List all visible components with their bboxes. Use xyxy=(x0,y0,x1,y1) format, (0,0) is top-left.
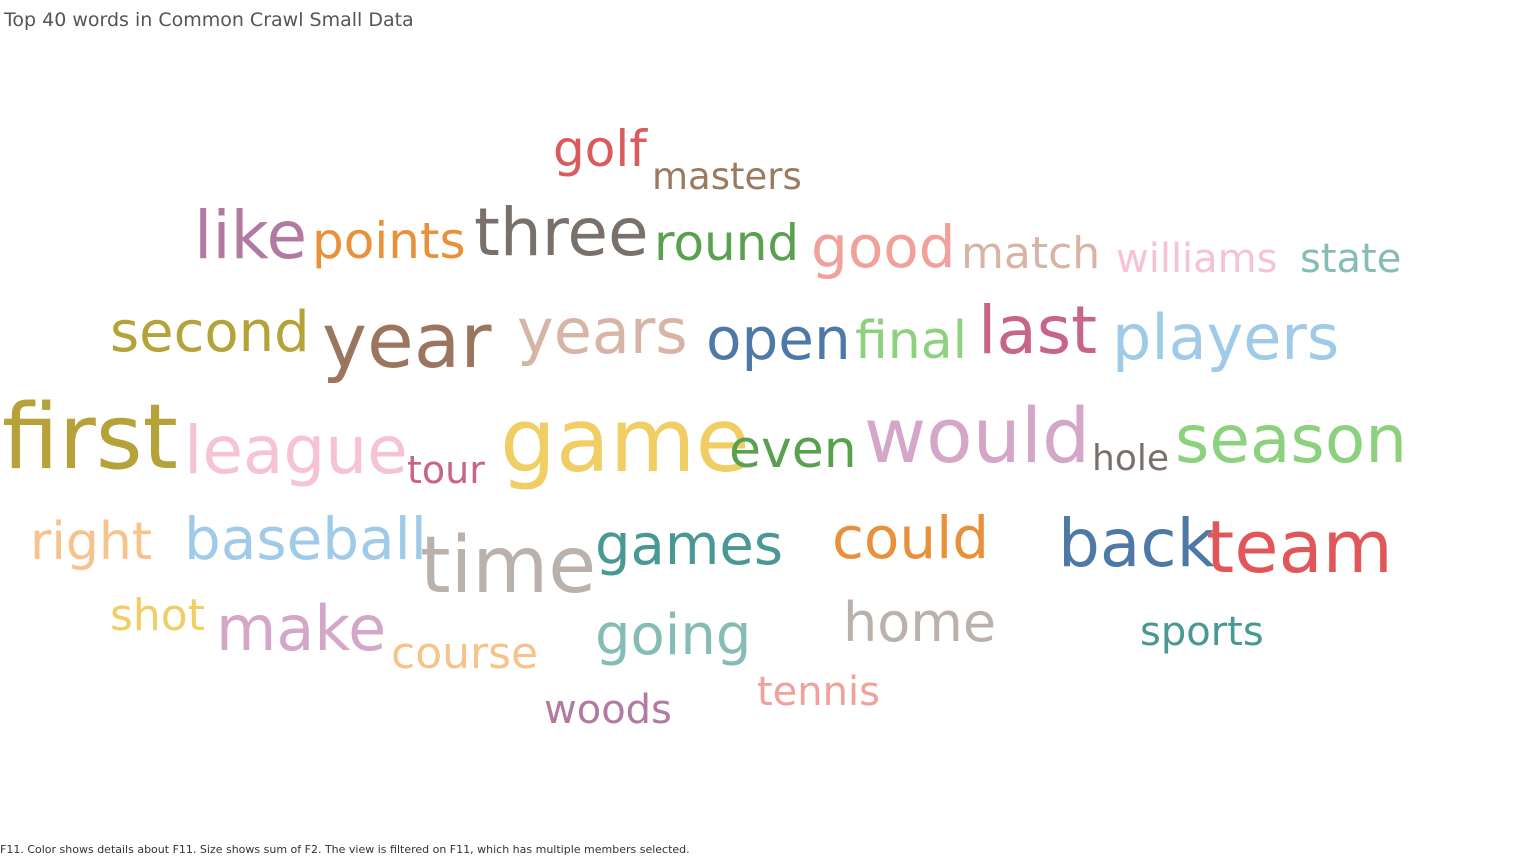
word-could[interactable]: could xyxy=(832,504,990,572)
word-last[interactable]: last xyxy=(978,292,1098,369)
word-round[interactable]: round xyxy=(654,214,800,272)
word-points[interactable]: points xyxy=(312,212,466,270)
word-back[interactable]: back xyxy=(1058,505,1215,582)
word-game[interactable]: game xyxy=(500,389,750,492)
word-year[interactable]: year xyxy=(322,296,492,385)
word-league[interactable]: league xyxy=(184,412,408,489)
word-three[interactable]: three xyxy=(474,194,649,271)
word-state[interactable]: state xyxy=(1300,236,1402,282)
word-even[interactable]: even xyxy=(729,420,857,480)
word-first[interactable]: first xyxy=(2,385,178,490)
word-open[interactable]: open xyxy=(706,305,851,373)
word-second[interactable]: second xyxy=(110,300,310,365)
word-make[interactable]: make xyxy=(216,592,387,665)
word-games[interactable]: games xyxy=(595,513,784,578)
word-sports[interactable]: sports xyxy=(1140,609,1264,655)
chart-title: Top 40 words in Common Crawl Small Data xyxy=(4,9,414,31)
word-season[interactable]: season xyxy=(1175,401,1408,478)
word-golf[interactable]: golf xyxy=(553,120,647,178)
chart-caption: F11. Color shows details about F11. Size… xyxy=(0,843,690,856)
word-time[interactable]: time xyxy=(420,521,597,611)
word-like[interactable]: like xyxy=(194,197,308,274)
word-players[interactable]: players xyxy=(1112,301,1340,374)
word-tennis[interactable]: tennis xyxy=(757,669,880,715)
word-match[interactable]: match xyxy=(961,228,1101,279)
word-home[interactable]: home xyxy=(843,591,997,654)
word-final[interactable]: final xyxy=(855,311,968,371)
word-williams[interactable]: williams xyxy=(1116,236,1278,282)
word-woods[interactable]: woods xyxy=(544,687,672,733)
word-years[interactable]: years xyxy=(517,295,688,368)
word-shot[interactable]: shot xyxy=(110,590,205,641)
word-course[interactable]: course xyxy=(391,628,539,679)
word-going[interactable]: going xyxy=(595,603,752,668)
word-team[interactable]: team xyxy=(1206,505,1393,589)
word-masters[interactable]: masters xyxy=(652,155,802,198)
word-baseball[interactable]: baseball xyxy=(184,505,427,573)
word-tour[interactable]: tour xyxy=(407,448,485,492)
word-good[interactable]: good xyxy=(811,213,956,281)
word-would[interactable]: would xyxy=(864,391,1091,480)
word-right[interactable]: right xyxy=(30,512,153,572)
word-hole[interactable]: hole xyxy=(1092,438,1169,479)
